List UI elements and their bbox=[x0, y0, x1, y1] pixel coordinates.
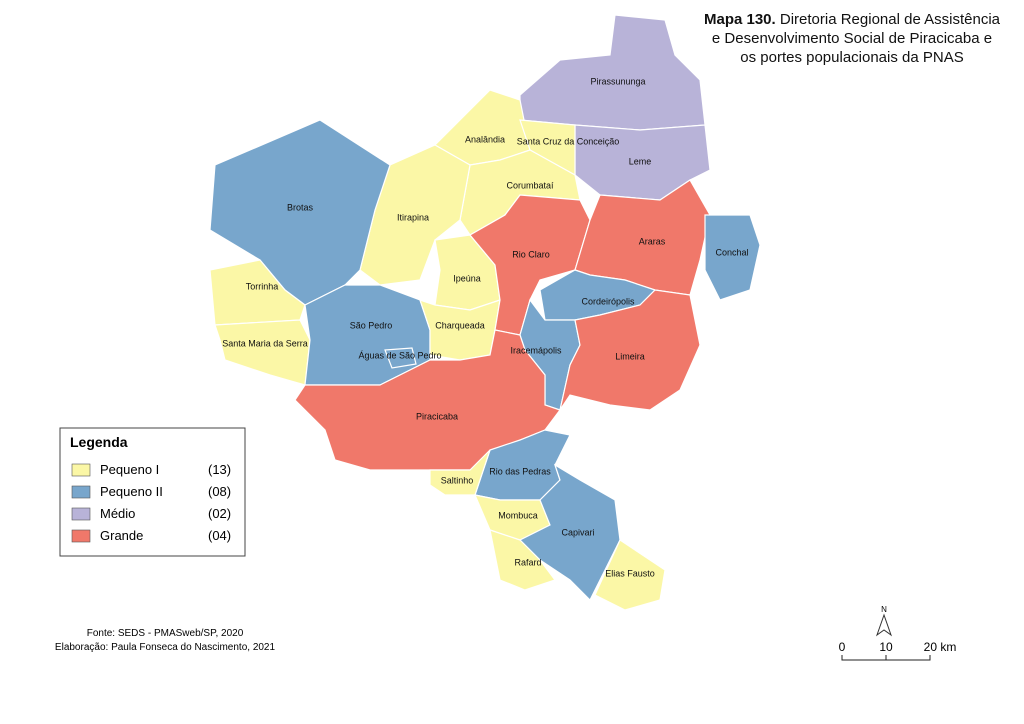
legend-count: (02) bbox=[208, 506, 231, 521]
legend-box bbox=[59, 427, 246, 557]
municipality-label: São Pedro bbox=[350, 320, 393, 330]
municipality-label: Cordeirópolis bbox=[581, 296, 635, 306]
author: Elaboração: Paula Fonseca do Nascimento,… bbox=[55, 642, 276, 653]
municipality-label: Itirapina bbox=[397, 212, 429, 222]
municipality-label: Elias Fausto bbox=[605, 568, 655, 578]
legend-swatch bbox=[71, 529, 91, 543]
municipality-label: Torrinha bbox=[246, 281, 279, 291]
legend-label: Pequeno II bbox=[100, 484, 163, 499]
svg-text:N: N bbox=[881, 605, 887, 614]
municipality bbox=[294, 329, 561, 471]
municipality bbox=[559, 289, 701, 411]
municipality bbox=[214, 319, 311, 386]
municipality bbox=[594, 539, 666, 611]
title-text: Diretoria Regional de Assistência e Dese… bbox=[711, 11, 1000, 66]
north-arrow: N bbox=[876, 605, 892, 637]
municipality-label: Santa Maria da Serra bbox=[222, 338, 308, 348]
municipality-label: Araras bbox=[639, 236, 666, 246]
legend-swatch bbox=[71, 463, 91, 477]
scale-label: 10 bbox=[879, 640, 893, 654]
scale-label: 20 km bbox=[924, 640, 957, 654]
legend-label: Pequeno I bbox=[100, 462, 159, 477]
title-bold: Mapa 130. bbox=[703, 11, 776, 28]
municipality-label: Corumbataí bbox=[506, 180, 554, 190]
map-title: Mapa 130. Diretoria Regional de Assistên… bbox=[702, 10, 1002, 67]
legend-title: Legenda bbox=[70, 434, 128, 450]
municipality bbox=[704, 214, 761, 301]
legend: Pequeno I (13) Pequeno II (08) Médio (02) Gran… bbox=[71, 462, 231, 543]
municipality-label: Águas de São Pedro bbox=[358, 350, 441, 360]
municipality bbox=[469, 194, 591, 336]
municipality-label: Conchal bbox=[715, 247, 748, 257]
municipality-label: Ipeúna bbox=[453, 273, 481, 283]
municipality-label: Limeira bbox=[615, 351, 645, 361]
municipality bbox=[489, 529, 556, 591]
municipality-label: Iracemápolis bbox=[510, 345, 562, 355]
legend-count: (04) bbox=[208, 528, 231, 543]
legend-count: (13) bbox=[208, 462, 231, 477]
scale-bar bbox=[841, 655, 931, 661]
municipality-label: Saltinho bbox=[441, 475, 474, 485]
legend-count: (08) bbox=[208, 484, 231, 499]
scale-label: 0 bbox=[839, 640, 846, 654]
legend-label: Médio bbox=[100, 506, 135, 521]
municipality-label: Capivari bbox=[561, 527, 594, 537]
legend-swatch bbox=[71, 485, 91, 499]
municipality-label: Leme bbox=[629, 156, 652, 166]
municipality-label: Rafard bbox=[514, 557, 541, 567]
municipality bbox=[518, 463, 621, 602]
municipality bbox=[519, 14, 706, 131]
municipality bbox=[384, 347, 417, 369]
municipality-label: Charqueada bbox=[435, 320, 485, 330]
municipality-label: Brotas bbox=[287, 202, 314, 212]
municipality-label: Piracicaba bbox=[416, 411, 458, 421]
municipality-label: Rio Claro bbox=[512, 249, 550, 259]
municipalities bbox=[209, 14, 761, 611]
municipality-label: Analândia bbox=[465, 134, 505, 144]
source: Fonte: SEDS - PMASweb/SP, 2020 bbox=[87, 628, 244, 639]
legend-label: Grande bbox=[100, 528, 143, 543]
legend-swatch bbox=[71, 507, 91, 521]
municipality-label: Pirassununga bbox=[590, 76, 645, 86]
municipality-label: Santa Cruz da Conceição bbox=[517, 136, 620, 146]
municipality-labels: Pirassununga Leme Analândia Santa Cruz da C… bbox=[222, 76, 748, 578]
municipality-label: Mombuca bbox=[498, 510, 538, 520]
municipality-label: Rio das Pedras bbox=[489, 466, 551, 476]
